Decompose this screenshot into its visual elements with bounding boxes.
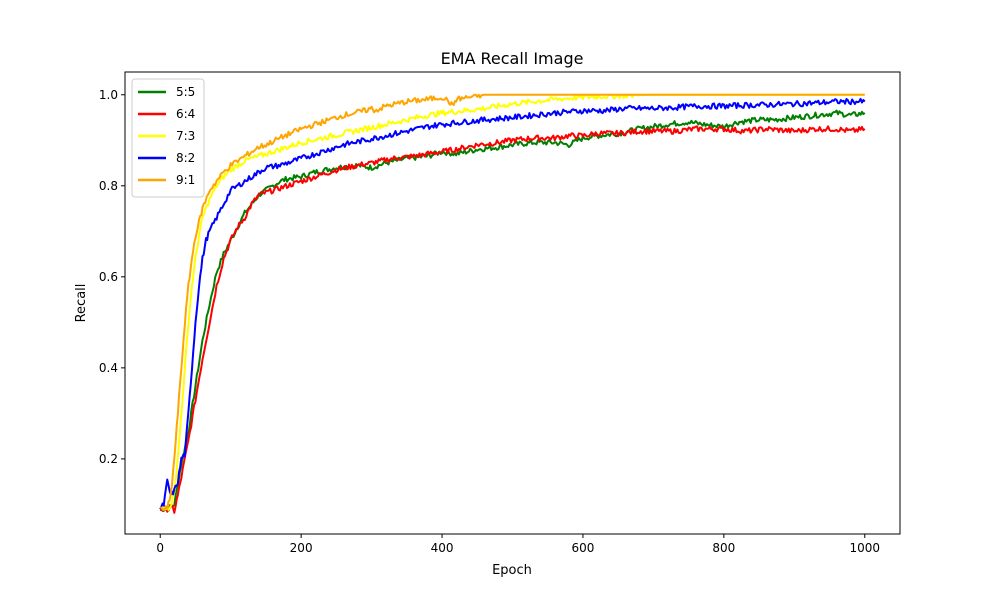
legend-box xyxy=(131,78,205,198)
legend: 5:5 6:4 7:3 8:2 9:1 xyxy=(131,78,205,198)
plot-frame xyxy=(124,71,901,535)
series-line-5-5 xyxy=(159,109,866,513)
series-line-9-1 xyxy=(159,93,865,511)
y-tick-label: 0.6 xyxy=(99,270,118,284)
y-tick-label: 0.4 xyxy=(99,361,118,375)
y-tick-label: 0.2 xyxy=(99,452,118,466)
x-tick-label: 0 xyxy=(156,541,164,555)
y-tick-label: 1.0 xyxy=(99,88,118,102)
x-axis-ticks: 0 200 400 600 800 1000 xyxy=(156,534,880,555)
legend-label: 8:2 xyxy=(176,151,195,165)
y-tick-label: 0.8 xyxy=(99,179,118,193)
x-tick-label: 1000 xyxy=(849,541,880,555)
x-axis-label: Epoch xyxy=(492,563,532,578)
x-tick-label: 600 xyxy=(572,541,595,555)
x-tick-label: 200 xyxy=(290,541,313,555)
x-tick-label: 800 xyxy=(712,541,735,555)
y-axis-ticks: 0.2 0.4 0.6 0.8 1.0 xyxy=(99,88,125,466)
legend-label: 9:1 xyxy=(176,173,195,187)
x-tick-label: 400 xyxy=(431,541,454,555)
series-line-6-4 xyxy=(159,125,866,514)
series-line-8-2 xyxy=(159,97,866,510)
legend-label: 5:5 xyxy=(176,85,195,99)
y-axis-label: Recall xyxy=(74,284,89,323)
legend-label: 7:3 xyxy=(176,129,195,143)
legend-label: 6:4 xyxy=(176,107,195,121)
chart-title: EMA Recall Image xyxy=(441,49,584,68)
series-lines xyxy=(159,93,866,514)
